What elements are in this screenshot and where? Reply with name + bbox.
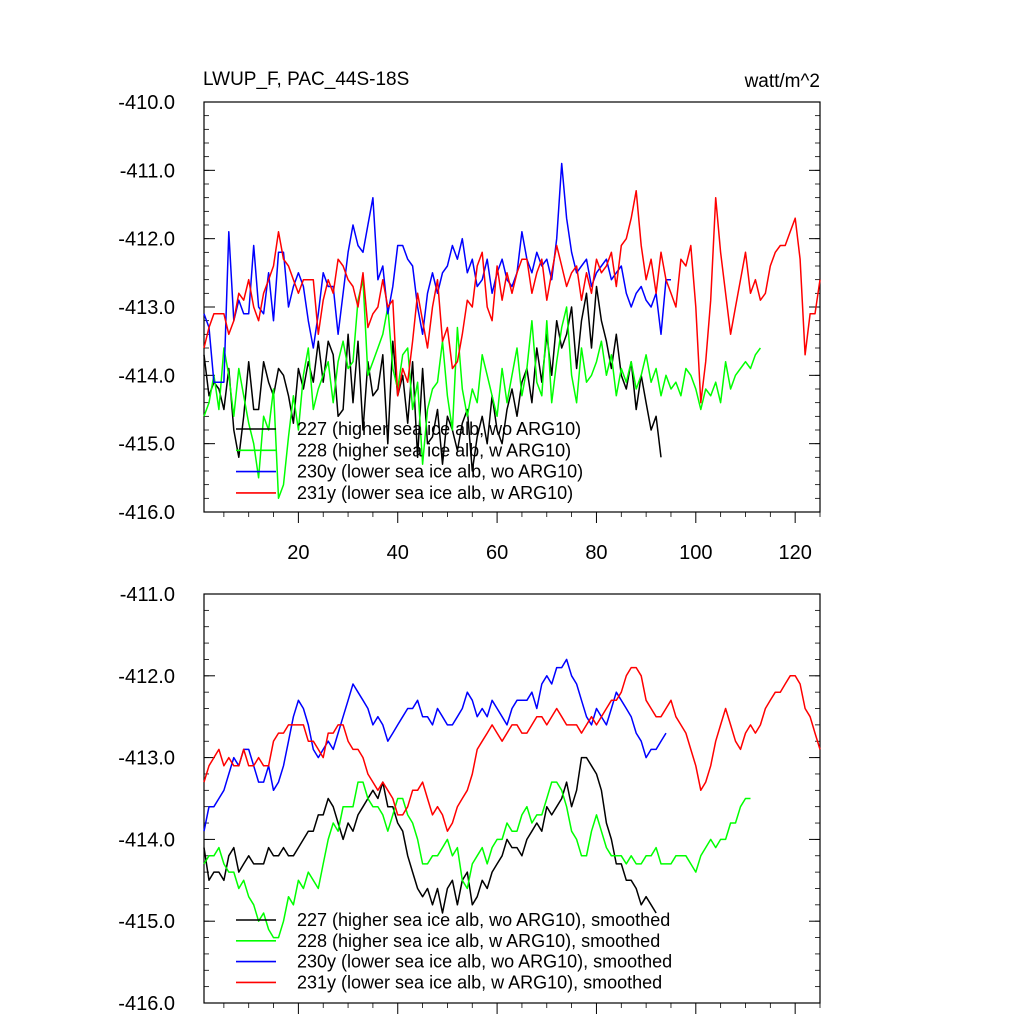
y-tick-label: -411.0: [120, 160, 175, 182]
legend-label: 230y (lower sea ice alb, wo ARG10), smoo…: [297, 952, 672, 972]
legend-label: 228 (higher sea ice alb, w ARG10), smoot…: [297, 931, 660, 951]
series-line: [203, 666, 821, 832]
y-tick-label: -412.0: [118, 666, 175, 688]
y-tick-label: -416.0: [118, 502, 175, 524]
y-tick-label: -415.0: [118, 434, 175, 456]
chart-title: LWUP_F, PAC_44S-18S: [203, 69, 409, 90]
series-line: [203, 756, 657, 914]
series-line: [203, 285, 662, 472]
y-tick-label: -415.0: [118, 911, 175, 933]
y-tick-label: -414.0: [118, 365, 175, 387]
y-tick-label: -413.0: [118, 748, 175, 770]
legend-label: 227 (higher sea ice alb, wo ARG10): [297, 419, 581, 439]
legend-label: 230y (lower sea ice alb, wo ARG10): [297, 462, 583, 482]
top-panel: -410.0 -411.0 -412.0 -413.0 -414.0 -415.0 -416…: [118, 92, 821, 564]
x-tick-label: 20: [287, 542, 309, 564]
units-label: watt/m^2: [744, 71, 820, 92]
y-tick-label: -416.0: [118, 993, 175, 1015]
y-tick-label: -413.0: [118, 297, 175, 319]
bottom-panel: -411.0 -412.0 -413.0 -414.0 -415.0 -416.0 227 …: [118, 584, 821, 1015]
legend-label: 231y (lower sea ice alb, w ARG10): [297, 483, 573, 503]
x-tick-label: 40: [387, 542, 409, 564]
plot-frame: [203, 593, 821, 1004]
series-line: [203, 190, 821, 404]
y-tick-label: -411.0: [120, 584, 175, 606]
x-tick-label: 120: [778, 542, 811, 564]
x-tick-label: 100: [679, 542, 712, 564]
legend-label: 227 (higher sea ice alb, wo ARG10), smoo…: [297, 910, 670, 930]
legend-label: 228 (higher sea ice alb, w ARG10): [297, 440, 571, 460]
series-line: [203, 278, 762, 500]
y-tick-label: -412.0: [118, 229, 175, 251]
y-tick-label: -410.0: [118, 92, 175, 114]
x-tick-label: 60: [486, 542, 508, 564]
series-line: [203, 781, 751, 939]
y-tick-label: -414.0: [118, 829, 175, 851]
legend-label: 231y (lower sea ice alb, w ARG10), smoot…: [297, 972, 662, 992]
x-tick-label: 80: [585, 542, 607, 564]
